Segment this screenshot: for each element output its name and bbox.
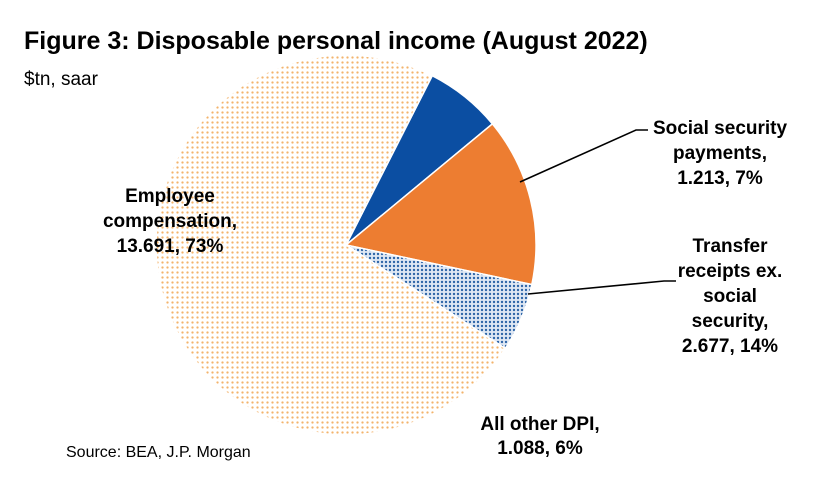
label-line: 1.088, 6% [497,438,583,459]
label-line: All other DPI, [480,414,599,435]
label-line: Transfer [693,236,769,257]
label-line: 1.213, 7% [677,168,763,189]
label-all-other-dpi: All other DPI, 1.088, 6% [480,414,599,459]
slice-transfer-receipts [344,122,537,286]
label-line: social [703,286,757,307]
label-line: payments, [673,143,767,164]
label-line: 13.691, 73% [117,236,224,257]
leader-lines [519,129,676,295]
label-social-security: Social security payments, 1.213, 7% [653,118,788,189]
label-line: security, [692,311,769,332]
leader-transfer-receipts [527,280,676,295]
pie-slices [155,54,537,436]
label-line: 2.677, 14% [682,336,778,357]
label-line: Social security [653,118,788,139]
chart-source: Source: BEA, J.P. Morgan [66,444,251,461]
label-line: compensation, [103,211,237,232]
chart-subtitle: $tn, saar [24,69,99,90]
leader-social-security [519,129,648,183]
slice-employee-compensation [155,54,507,436]
label-line: Employee [125,186,215,207]
label-line: receipts ex. [678,261,783,282]
label-transfer-receipts: Transfer receipts ex. social security, 2.677… [678,236,783,357]
chart-title: Figure 3: Disposable personal income (Au… [24,27,648,55]
slice-labels: Social security payments, 1.213, 7% Transfe… [103,118,788,459]
label-employee-compensation: Employee compensation, 13.691, 73% [103,186,237,257]
